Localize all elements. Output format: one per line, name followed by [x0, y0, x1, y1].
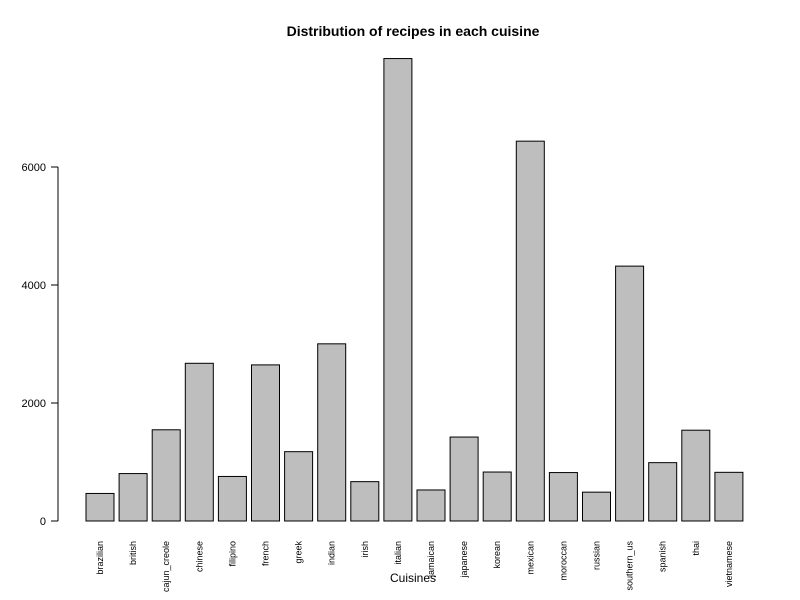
- x-tick-label: vietnamese: [724, 541, 734, 587]
- x-tick-label: thai: [691, 541, 701, 556]
- bar-mexican: [515, 140, 545, 522]
- y-tick-label: 4000: [22, 280, 46, 292]
- y-axis: 0 2000 4000 6000: [22, 162, 59, 528]
- x-tick-label: russian: [592, 541, 602, 570]
- y-tick-label: 6000: [22, 162, 46, 174]
- bar-korean: [482, 471, 512, 522]
- y-tick-label: 2000: [22, 398, 46, 410]
- x-tick-label: french: [261, 541, 271, 566]
- bar-moroccan: [548, 472, 578, 522]
- bar-brazilian: [85, 492, 115, 522]
- x-tick-label: chinese: [194, 541, 204, 572]
- x-tick-label: japanese: [459, 541, 469, 579]
- bar-british: [118, 473, 148, 522]
- bars: [85, 58, 744, 522]
- bar-irish: [350, 481, 380, 522]
- x-tick-label: mexican: [525, 541, 535, 575]
- bar-japanese: [449, 436, 479, 522]
- bar-french: [251, 364, 280, 522]
- bar-cajun-creole: [151, 429, 181, 522]
- bar-indian: [317, 343, 347, 522]
- bar-jamaican: [416, 489, 446, 522]
- x-tick-label: filipino: [227, 541, 237, 567]
- x-tick-label: jamaican: [426, 541, 436, 578]
- bar-vietnamese: [714, 471, 744, 522]
- y-tick-label: 0: [40, 516, 46, 528]
- chart-title: Distribution of recipes in each cuisine: [287, 23, 540, 39]
- x-tick-label: italian: [393, 541, 403, 565]
- bar-filipino: [217, 475, 247, 522]
- x-axis-label: Cuisines: [390, 571, 436, 585]
- x-tick-label: korean: [492, 541, 502, 569]
- x-tick-label: spanish: [658, 541, 668, 572]
- bar-thai: [681, 429, 711, 522]
- x-tick-label: brazilian: [95, 541, 105, 575]
- bar-spanish: [648, 462, 678, 522]
- bar-italian: [383, 58, 413, 522]
- x-tick-label: british: [128, 541, 138, 565]
- bar-southern-us: [615, 265, 645, 522]
- bar-russian: [582, 491, 611, 522]
- x-tick-label: greek: [294, 541, 304, 564]
- bar-greek: [284, 451, 314, 522]
- x-tick-label: southern_us: [625, 541, 635, 591]
- x-tick-label: irish: [360, 541, 370, 558]
- x-tick-label: moroccan: [558, 541, 568, 581]
- x-tick-label: indian: [327, 541, 337, 565]
- x-tick-label: cajun_creole: [161, 541, 171, 592]
- bar-chinese: [184, 362, 214, 522]
- x-tick-labels: brazilian british cajun_creole chinese filip…: [95, 541, 734, 593]
